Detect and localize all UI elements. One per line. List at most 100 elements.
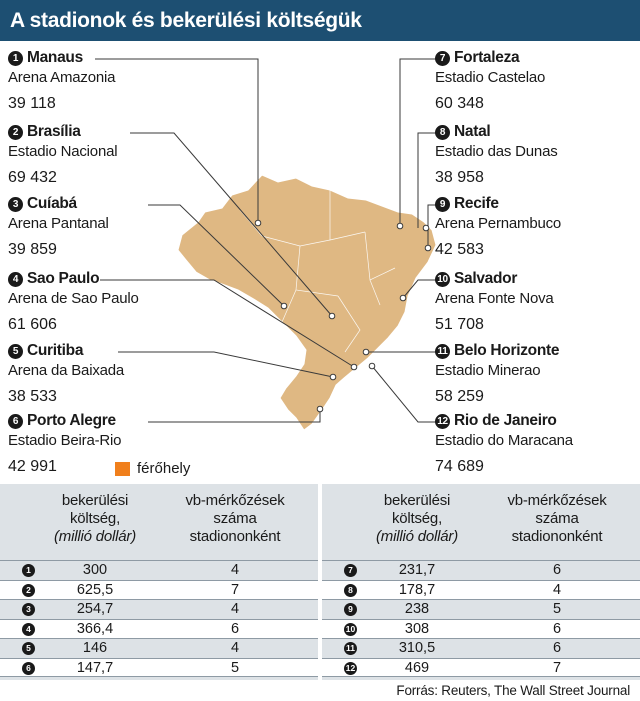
row-cost: 238: [404, 601, 430, 617]
leader-line: [417, 132, 438, 228]
row-matches: 4: [230, 601, 240, 617]
stadium-label: 5 Curitiba Arena da Baixada: [8, 342, 213, 381]
row-matches: 6: [552, 640, 562, 656]
row-matches: 4: [230, 640, 240, 656]
stadium-city-name: Curitiba: [27, 342, 84, 359]
stadium-marker: [350, 363, 358, 371]
leader-line: [100, 279, 355, 368]
row-cost: 308: [404, 620, 430, 637]
stadium-city: 4 Sao Paulo: [8, 270, 213, 288]
stadium-city-name: Natal: [454, 123, 491, 140]
stadium-city: 9 Recife: [435, 195, 640, 213]
stadium-marker: [399, 294, 407, 302]
stadium-label: 12 Rio de Janeiro Estadio do Maracana: [435, 412, 640, 451]
stadium-city: 2 Brasília: [8, 123, 213, 141]
stadium-marker: [422, 224, 430, 232]
table-row: 9 238 5: [322, 599, 640, 619]
stadium-arena-name: Estadio das Dunas: [435, 143, 558, 160]
cost-column-header: bekerülési költség, (millió dollár): [40, 492, 150, 546]
capacity-bar: 69 432: [8, 169, 57, 186]
table-row: 3 254,7 4: [0, 599, 318, 619]
stadium-arena-name: Arena Fonte Nova: [435, 290, 554, 307]
stadium-label: 6 Porto Alegre Estadio Beira-Rio: [8, 412, 213, 451]
stadium-city-name: Salvador: [454, 270, 518, 287]
row-cost: 366,4: [76, 620, 114, 637]
stadium-number-badge: 4: [8, 272, 23, 287]
cost-header-line-2: költség,: [391, 510, 443, 527]
row-matches: 6: [552, 620, 562, 637]
row-number-badge: 6: [22, 661, 35, 675]
matches-header-line-2: száma: [535, 510, 579, 527]
stadium-city: 7 Fortaleza: [435, 49, 640, 67]
table-divider: [318, 484, 322, 680]
leader-line: [399, 58, 440, 226]
stadium-city: 12 Rio de Janeiro: [435, 412, 640, 430]
row-number-badge: 9: [344, 603, 357, 616]
matches-header-line-2: száma: [213, 510, 257, 527]
brazil-map: [95, 58, 440, 431]
stadium-marker: [368, 362, 376, 370]
legend-label: férőhely: [137, 460, 191, 477]
stadium-number-badge: 11: [435, 344, 450, 359]
capacity-bar: 58 259: [435, 388, 484, 405]
stadium-arena-name: Estadio Minerao: [435, 362, 541, 379]
stadium-label: 3 Cuíabá Arena Pantanal: [8, 195, 213, 234]
stadium-label: 8 Natal Estadio das Dunas: [435, 123, 640, 162]
stadium-label: 7 Fortaleza Estadio Castelao: [435, 49, 640, 88]
row-matches: 6: [552, 562, 562, 578]
stadium-number-badge: 3: [8, 197, 23, 212]
stadium-city-name: Recife: [454, 195, 499, 212]
row-number-badge: 8: [344, 583, 357, 597]
stadium-city: 5 Curitiba: [8, 342, 213, 360]
row-cost: 146: [82, 640, 108, 656]
stadium-marker: [362, 348, 370, 356]
stats-table-right: bekerülési költség, (millió dollár) vb-m…: [322, 484, 640, 680]
stadium-label: 1 Manaus Arena Amazonia: [8, 49, 213, 88]
stadium-city: 6 Porto Alegre: [8, 412, 213, 430]
legend-swatch: [115, 462, 130, 476]
row-number-badge: 2: [22, 583, 35, 597]
stadium-city: 10 Salvador: [435, 270, 640, 288]
row-cost: 469: [404, 659, 430, 676]
matches-column-header: vb-mérkőzések száma stadiononként: [160, 492, 310, 546]
row-matches: 4: [230, 562, 240, 578]
stats-table-left: bekerülési költség, (millió dollár) vb-m…: [0, 484, 318, 680]
stadium-city: 1 Manaus: [8, 49, 213, 67]
row-matches: 5: [552, 601, 562, 617]
capacity-bar: 42 991: [8, 458, 57, 475]
stadium-city-name: Manaus: [27, 49, 83, 66]
table-row: 5 146 4: [0, 638, 318, 658]
stadium-arena-name: Arena Amazonia: [8, 69, 116, 86]
stadium-number-badge: 10: [435, 272, 450, 287]
matches-header-line-1: vb-mérkőzések: [185, 492, 285, 509]
stadium-arena-name: Estadio Nacional: [8, 143, 118, 160]
stadium-city-name: Porto Alegre: [27, 412, 116, 429]
capacity-bar: 38 533: [8, 388, 57, 405]
cost-header-unit: (millió dollár): [53, 528, 136, 545]
stats-rows-right: 7 231,7 6 8 178,7 4 9 238 5 10 308 6 11 310,5 6 12 469 7: [322, 560, 640, 677]
row-number-badge: 10: [344, 622, 357, 636]
stadium-number-badge: 6: [8, 414, 23, 429]
capacity-bar: 38 958: [435, 169, 484, 186]
row-cost: 300: [82, 562, 108, 578]
stadium-city-name: Cuíabá: [27, 195, 77, 212]
row-matches: 7: [230, 581, 240, 598]
row-cost: 147,7: [76, 659, 114, 676]
stats-rows-left: 1 300 4 2 625,5 7 3 254,7 4 4 366,4 6 5 146 4 6 147,7 5: [0, 560, 318, 677]
stadium-arena-name: Estadio do Maracana: [435, 432, 573, 449]
stadium-number-badge: 2: [8, 125, 23, 140]
stadium-number-badge: 1: [8, 51, 23, 66]
stadium-city-name: Rio de Janeiro: [454, 412, 557, 429]
source-note: Forrás: Reuters, The Wall Street Journal: [396, 683, 630, 698]
stadium-arena-name: Arena da Baixada: [8, 362, 125, 379]
capacity-bar: 39 859: [8, 241, 57, 258]
leader-line: [118, 351, 334, 378]
leader-line: [402, 279, 438, 299]
row-number-badge: 11: [344, 642, 357, 655]
capacity-bar: 74 689: [435, 458, 484, 475]
cost-header-unit: (millió dollár): [375, 528, 458, 545]
row-cost: 231,7: [398, 562, 436, 578]
stadium-arena-name: Estadio Beira-Rio: [8, 432, 122, 449]
cost-header-line-2: költség,: [69, 510, 121, 527]
row-number-badge: 4: [22, 622, 35, 636]
